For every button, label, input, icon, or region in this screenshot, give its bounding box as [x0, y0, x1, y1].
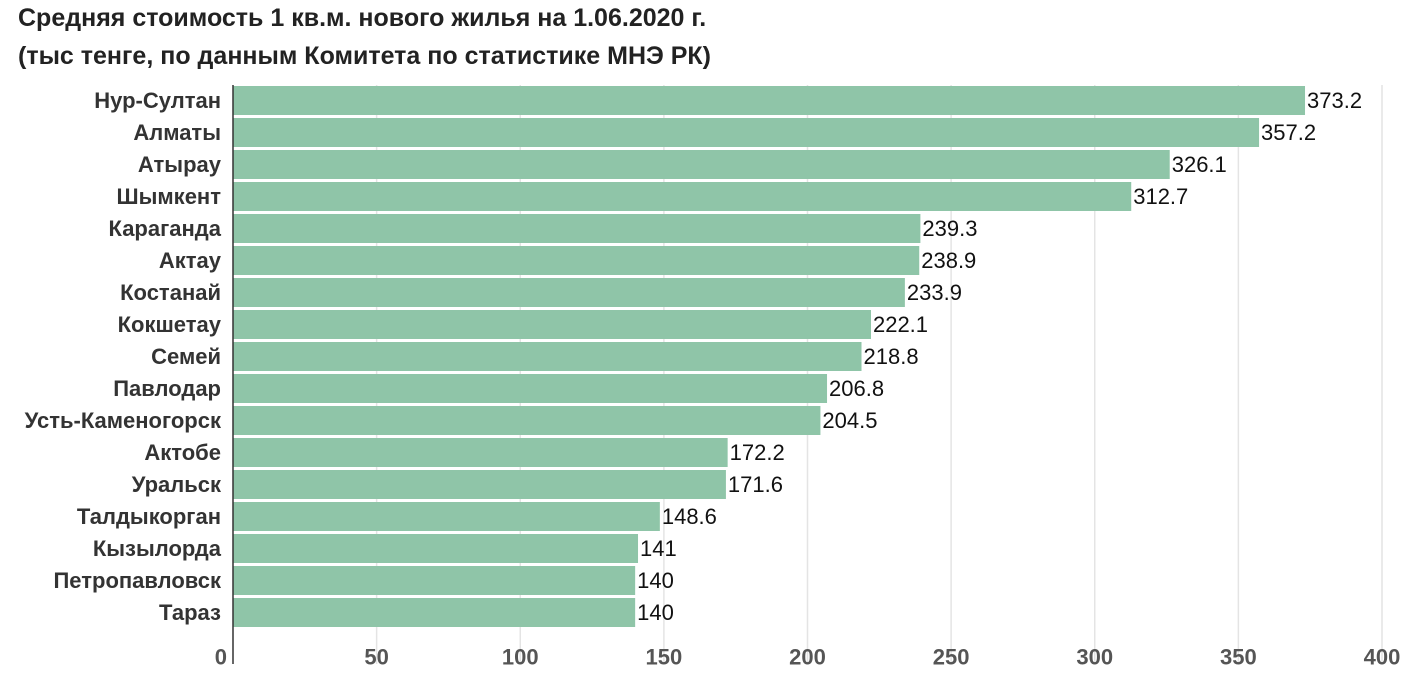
x-tick-label: 350 [1220, 645, 1257, 670]
category-label: Талдыкорган [77, 504, 221, 529]
category-label: Тараз [159, 600, 221, 625]
category-label: Караганда [109, 216, 222, 241]
category-label: Усть-Каменогорск [25, 408, 222, 433]
value-label: 140 [637, 600, 674, 625]
x-tick-label: 150 [646, 645, 683, 670]
category-label: Атырау [138, 152, 222, 177]
bar [233, 310, 871, 339]
value-label: 312.7 [1133, 184, 1188, 209]
category-label: Шымкент [117, 184, 222, 209]
bar [233, 374, 828, 403]
bar [233, 470, 726, 499]
category-label: Семей [151, 344, 221, 369]
x-tick-label: 200 [789, 645, 826, 670]
bar [233, 566, 636, 595]
value-label: 206.8 [829, 376, 884, 401]
x-tick-label: 50 [364, 645, 388, 670]
bar [233, 534, 639, 563]
value-label: 218.8 [864, 344, 919, 369]
category-label: Костанай [120, 280, 221, 305]
value-label: 326.1 [1172, 152, 1227, 177]
category-labels: Нур-Султан Алматы Атырау Шымкент Караганда Ак… [25, 88, 222, 625]
category-label: Петропавловск [53, 568, 222, 593]
x-tick-label: 250 [933, 645, 970, 670]
category-label: Актобе [144, 440, 221, 465]
category-label: Кокшетау [118, 312, 222, 337]
value-label: 373.2 [1307, 88, 1362, 113]
bar [233, 150, 1170, 179]
category-label: Кызылорда [93, 536, 222, 561]
category-label: Уральск [132, 472, 222, 497]
bar [233, 438, 728, 467]
bar [233, 86, 1306, 115]
value-label: 172.2 [730, 440, 785, 465]
bar [233, 502, 660, 531]
bars [233, 86, 1306, 627]
bar [233, 598, 636, 627]
value-label: 204.5 [822, 408, 877, 433]
x-tick-label: 400 [1364, 645, 1401, 670]
value-label: 141 [640, 536, 677, 561]
bar [233, 342, 862, 371]
category-label: Павлодар [113, 376, 221, 401]
category-label: Нур-Султан [94, 88, 221, 113]
value-labels: 373.2 357.2 326.1 312.7 239.3 238.9 233.9 222.1… [637, 88, 1362, 625]
x-tick-label: 300 [1076, 645, 1113, 670]
value-label: 239.3 [922, 216, 977, 241]
bar [233, 246, 920, 275]
value-label: 171.6 [728, 472, 783, 497]
value-label: 222.1 [873, 312, 928, 337]
chart-title: Средняя стоимость 1 кв.м. нового жилья н… [18, 4, 707, 32]
value-label: 140 [637, 568, 674, 593]
bar [233, 406, 821, 435]
bar [233, 278, 905, 307]
bar [233, 214, 921, 243]
bar [233, 118, 1260, 147]
value-label: 357.2 [1261, 120, 1316, 145]
x-tick-label: 100 [502, 645, 539, 670]
value-label: 148.6 [662, 504, 717, 529]
category-label: Актау [159, 248, 222, 273]
category-label: Алматы [133, 120, 221, 145]
chart-subtitle: (тыс тенге, по данным Комитета по статис… [18, 42, 712, 70]
bar [233, 182, 1132, 211]
value-label: 233.9 [907, 280, 962, 305]
x-tick-label: 0 [215, 645, 227, 670]
value-label: 238.9 [921, 248, 976, 273]
x-axis-ticks: 0 50 100 150 200 250 300 350 400 [215, 645, 1401, 670]
